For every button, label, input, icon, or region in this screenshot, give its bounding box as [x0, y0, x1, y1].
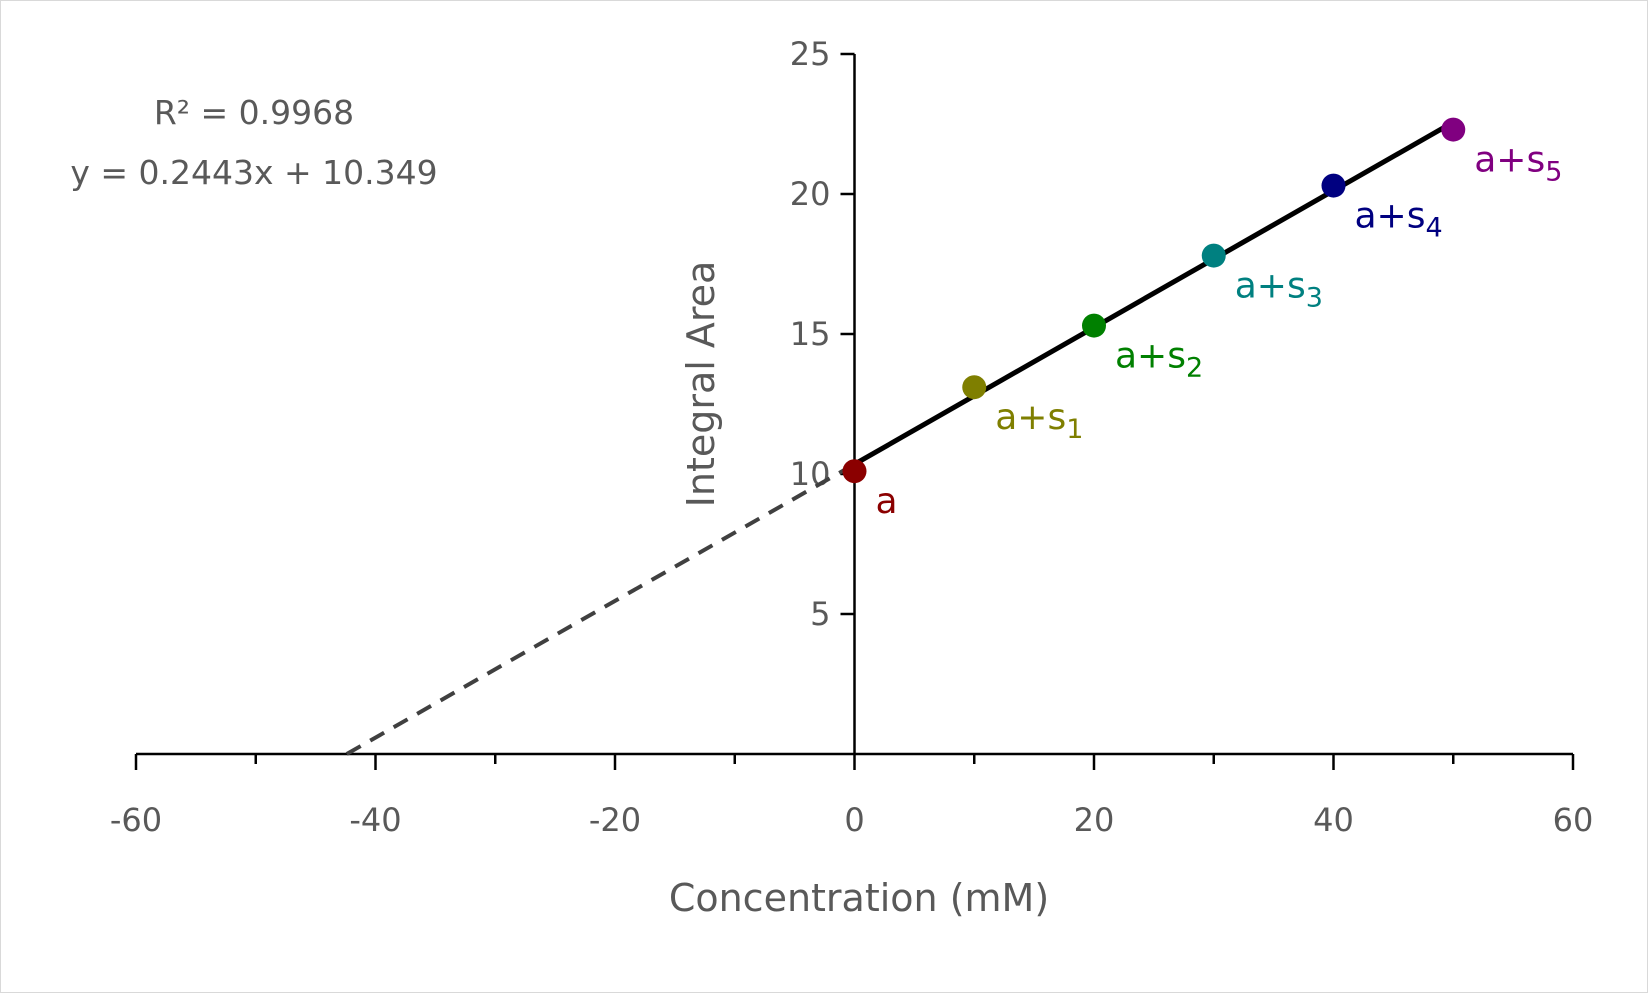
y-tick-label: 15	[790, 315, 831, 353]
data-point	[842, 459, 867, 484]
data-point	[1441, 117, 1466, 142]
data-point-label: a+s1	[995, 397, 1083, 445]
x-tick-label: -20	[589, 801, 641, 839]
y-axis-title: Integral Area	[679, 261, 723, 508]
data-point-label: a+s4	[1355, 196, 1443, 244]
x-tick-label: 0	[844, 801, 864, 839]
x-tick-label: 20	[1074, 801, 1115, 839]
data-point-label: a+s5	[1474, 140, 1562, 188]
y-tick-label: 5	[810, 595, 830, 633]
data-point-label: a+s3	[1235, 266, 1323, 314]
data-point	[1082, 313, 1106, 338]
axes: -60 -40 -20 0 20 40 60 5 10 15 20 25	[110, 35, 1593, 839]
data-point-label: a	[876, 481, 898, 522]
x-tick-label: -40	[349, 801, 401, 839]
trendline-equation: y = 0.2443x + 10.349	[70, 153, 437, 192]
x-tick-label: 60	[1553, 801, 1594, 839]
trendline-group	[345, 120, 1455, 756]
x-tick-label: 40	[1313, 801, 1354, 839]
y-tick-label: 20	[790, 175, 831, 213]
extrapolation-line	[345, 462, 856, 756]
y-tick-label: 10	[790, 455, 831, 493]
trendline	[853, 120, 1455, 467]
r-squared-label: R² = 0.9968	[154, 93, 354, 132]
y-tick-label: 25	[790, 35, 831, 73]
data-point	[1201, 243, 1226, 268]
x-axis-title: Concentration (mM)	[669, 876, 1049, 920]
x-tick-label: -60	[110, 801, 162, 839]
data-point-label: a+s2	[1115, 336, 1203, 384]
data-point	[1321, 173, 1346, 198]
data-points	[842, 117, 1466, 484]
data-point	[962, 375, 987, 400]
point-labels: a a+s1 a+s2 a+s3 a+s4 a+s5	[876, 140, 1563, 523]
